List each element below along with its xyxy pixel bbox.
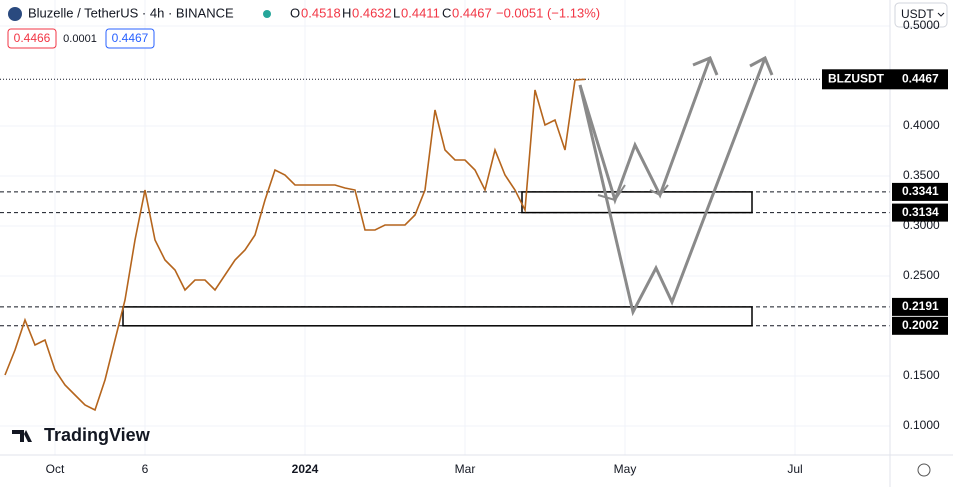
price-line	[4, 78, 586, 412]
symbol-tag	[822, 69, 948, 90]
symbol: Bluzelle / TetherUS · 4h · BINANCE	[28, 5, 234, 20]
last-price-label: 0.4467	[902, 71, 939, 85]
axes: 0.1000 0.1500 0.2500 0.3000 0.3500 0.4000 0.50…	[46, 18, 948, 476]
plot	[0, 78, 890, 412]
arrow-head	[597, 184, 626, 202]
currency-button[interactable]	[894, 2, 948, 28]
x-tick-label: May	[614, 462, 637, 476]
support-zone	[122, 306, 753, 327]
y-tick-label: 0.1000	[903, 418, 940, 432]
settings-icon[interactable]	[917, 463, 931, 477]
x-tick-label: 2024	[292, 462, 319, 476]
logo-mark	[12, 430, 32, 442]
change: −0.0051 (−1.13%)	[496, 5, 600, 20]
x-tick-label: Mar	[455, 462, 476, 476]
spread: 0.0001	[63, 33, 97, 45]
support-zone	[521, 191, 753, 214]
x-tick-label: 6	[142, 462, 149, 476]
logo: TradingView	[44, 425, 151, 445]
price-tag	[892, 203, 948, 222]
y-tick-label: 0.2500	[903, 268, 940, 282]
arrow-head	[649, 184, 669, 197]
x-tick-label: Oct	[46, 462, 65, 476]
arrow-head	[749, 55, 774, 76]
y-tick-label: 0.5000	[903, 18, 940, 32]
ohlc-label: C	[442, 5, 451, 20]
price-tag	[892, 182, 948, 201]
grid	[0, 0, 890, 455]
y-tick-label: 0.3500	[903, 168, 940, 182]
ohlc-label: O	[290, 5, 300, 20]
ask-box[interactable]	[105, 28, 155, 49]
price-tag-label: 0.2002	[902, 318, 939, 332]
ohlc-label: L	[393, 5, 400, 20]
symbol-tag-label: BLZUSDT	[828, 71, 885, 85]
y-tick-label: 0.4000	[903, 118, 940, 132]
ohlc-value: 0.4411	[401, 5, 440, 20]
arrow-head	[692, 56, 719, 76]
projection-path	[578, 57, 767, 317]
dropdown-caret[interactable]	[937, 12, 945, 17]
y-tick-label: 0.1500	[903, 368, 940, 382]
price-tag	[892, 297, 948, 316]
currency[interactable]: USDT	[901, 7, 934, 21]
symbol-icon	[8, 7, 22, 21]
ask[interactable]: 0.4467	[112, 31, 149, 45]
price-tag-label: 0.2191	[902, 299, 939, 313]
ohlc-value: 0.4632	[352, 5, 392, 20]
price-tag-label: 0.3341	[902, 184, 939, 198]
ohlc-value: 0.4518	[301, 5, 341, 20]
price-tag-label: 0.3134	[902, 205, 939, 219]
y-tick-label: 0.3000	[903, 218, 940, 232]
status-dot	[263, 10, 271, 18]
bid-box[interactable]	[7, 28, 57, 49]
projection-path	[578, 57, 712, 205]
ohlc-label: H	[342, 5, 351, 20]
x-tick-label: Jul	[787, 462, 802, 476]
price-tag	[892, 316, 948, 335]
projection-arrows	[578, 55, 774, 317]
bid[interactable]: 0.4466	[14, 31, 51, 45]
ohlc-value: 0.4467	[452, 5, 492, 20]
